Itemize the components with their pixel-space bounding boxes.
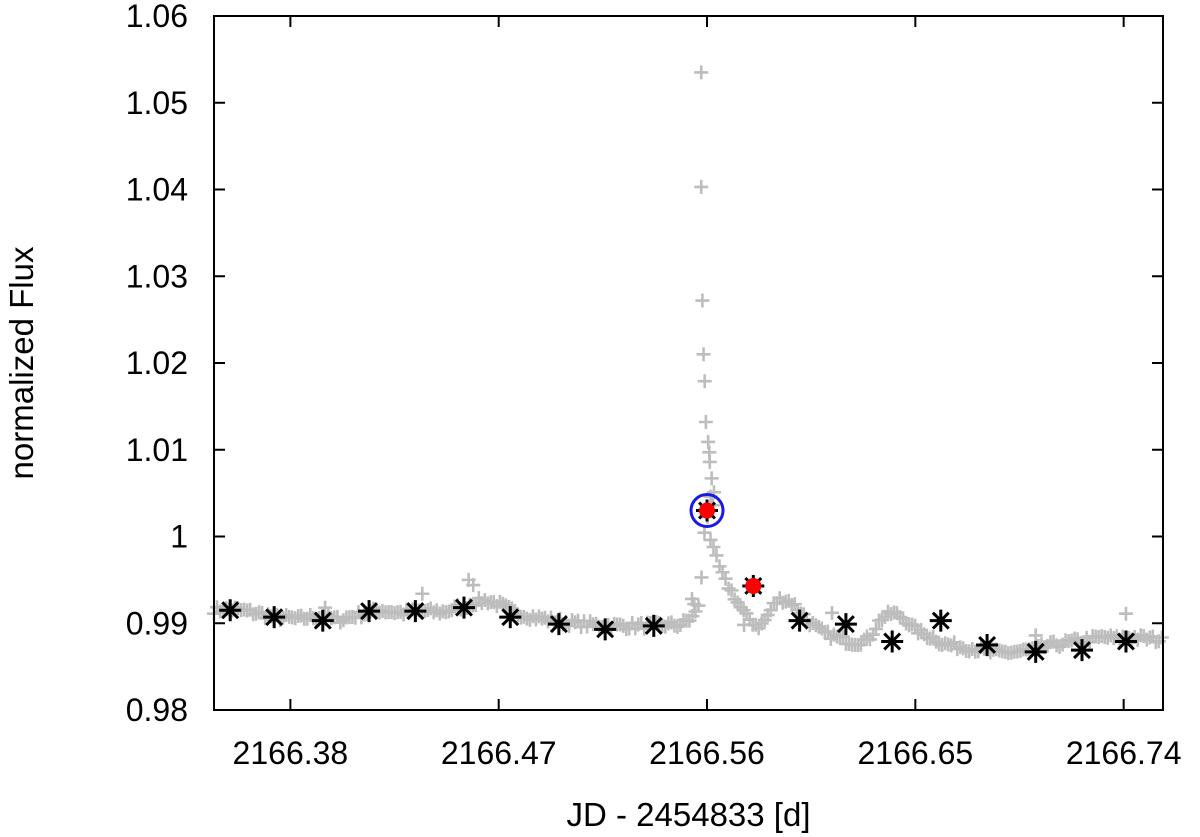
raw-flux-point (763, 603, 778, 618)
y-tick-label: 1.05 (126, 85, 188, 121)
raw-flux-point (721, 581, 736, 596)
binned-flux-point (404, 600, 427, 623)
x-tick-label: 2166.47 (441, 735, 557, 771)
raw-flux-point (1106, 630, 1121, 645)
y-tick-label: 1.01 (126, 432, 188, 468)
raw-flux-point (736, 603, 751, 618)
binned-flux-point (452, 596, 475, 619)
plot-frame (213, 15, 1164, 711)
raw-flux-point (820, 624, 835, 639)
raw-flux-point (737, 617, 752, 632)
raw-flux-point (466, 578, 481, 593)
x-tick-label: 2166.38 (233, 735, 349, 771)
x-tick-label: 2166.74 (1066, 735, 1182, 771)
binned-flux-point (929, 609, 952, 632)
raw-flux-point (583, 614, 598, 629)
x-axis-label: JD - 2454833 [d] (567, 796, 811, 833)
raw-flux-point (318, 600, 333, 615)
raw-flux-point (531, 609, 546, 624)
raw-flux-point (875, 612, 890, 627)
raw-flux-point (670, 619, 685, 634)
raw-flux-point (724, 583, 739, 598)
y-tick-label: 0.98 (126, 692, 188, 728)
binned-flux-point (499, 606, 522, 629)
y-tick-label: 1.04 (126, 172, 188, 208)
x-tick-label: 2166.56 (649, 735, 765, 771)
raw-flux-point (923, 631, 938, 646)
raw-flux-point (814, 621, 829, 636)
binned-flux-point (1070, 639, 1093, 662)
raw-flux-point (695, 293, 710, 308)
raw-flux-point (704, 471, 719, 486)
raw-flux-point (1118, 606, 1133, 621)
y-axis-label: normalized Flux (3, 246, 40, 479)
raw-flux-point (1052, 639, 1067, 654)
binned-flux-point (219, 599, 242, 622)
y-tick-label: 1.03 (126, 258, 188, 294)
raw-flux-point (698, 414, 713, 429)
raw-flux-point (616, 618, 631, 633)
raw-flux-point (835, 629, 850, 644)
raw-flux-point (733, 600, 748, 615)
highlighted-points (689, 492, 762, 594)
raw-flux-point (697, 525, 712, 540)
raw-flux-point (687, 597, 702, 612)
raw-flux-point (694, 179, 709, 194)
raw-flux-point (859, 629, 874, 644)
raw-flux-point (495, 596, 510, 611)
raw-flux-point (965, 642, 980, 657)
raw-flux-point (694, 65, 709, 80)
binned-flux-point (881, 630, 904, 653)
raw-flux-point (1154, 630, 1169, 645)
raw-flux-point (697, 374, 712, 389)
raw-flux-point (718, 571, 733, 586)
y-tick-label: 0.99 (126, 605, 188, 641)
axis-ticks: 0.98 0.99 1 1.01 1.02 1.03 1.04 1.05 1.06 2166.38… (126, 0, 1182, 771)
selected-point-circle (689, 492, 725, 528)
raw-flux-point (279, 608, 294, 623)
binned-flux-point (976, 633, 999, 656)
raw-flux-point (694, 570, 709, 585)
raw-flux-point (498, 598, 513, 613)
binned-flux-point (834, 613, 857, 636)
binned-flux-points (219, 499, 1137, 663)
raw-flux-point (727, 592, 742, 607)
raw-flux-point (468, 598, 483, 613)
binned-flux-point (594, 618, 617, 641)
binned-flux-point (547, 613, 570, 636)
highlighted-point (699, 502, 716, 519)
raw-flux-point (415, 586, 430, 601)
raw-flux-point (715, 565, 730, 580)
raw-flux-points (207, 65, 1169, 661)
raw-flux-point (709, 548, 724, 563)
binned-flux-point (358, 600, 381, 623)
raw-flux-point (706, 540, 721, 555)
binned-flux-point (788, 609, 811, 632)
binned-flux-point (263, 606, 286, 629)
binned-flux-point (642, 614, 665, 637)
binned-flux-point (1024, 640, 1047, 663)
raw-flux-point (336, 613, 351, 628)
y-tick-label: 1.02 (126, 345, 188, 381)
y-tick-label: 1 (170, 519, 188, 555)
raw-flux-point (696, 347, 711, 362)
raw-flux-point (826, 627, 841, 642)
raw-flux-point (825, 605, 840, 620)
highlighted-point (745, 577, 762, 594)
raw-flux-point (1139, 632, 1154, 647)
raw-flux-point (504, 601, 519, 616)
raw-flux-point (703, 532, 718, 547)
raw-flux-point (702, 454, 717, 469)
binned-flux-point (1114, 630, 1137, 653)
raw-flux-point (929, 634, 944, 649)
raw-flux-point (739, 606, 754, 621)
raw-flux-point (1028, 628, 1043, 643)
raw-flux-point (868, 621, 883, 636)
x-tick-label: 2166.65 (857, 735, 973, 771)
binned-flux-point (311, 609, 334, 632)
y-tick-label: 1.06 (126, 0, 188, 34)
